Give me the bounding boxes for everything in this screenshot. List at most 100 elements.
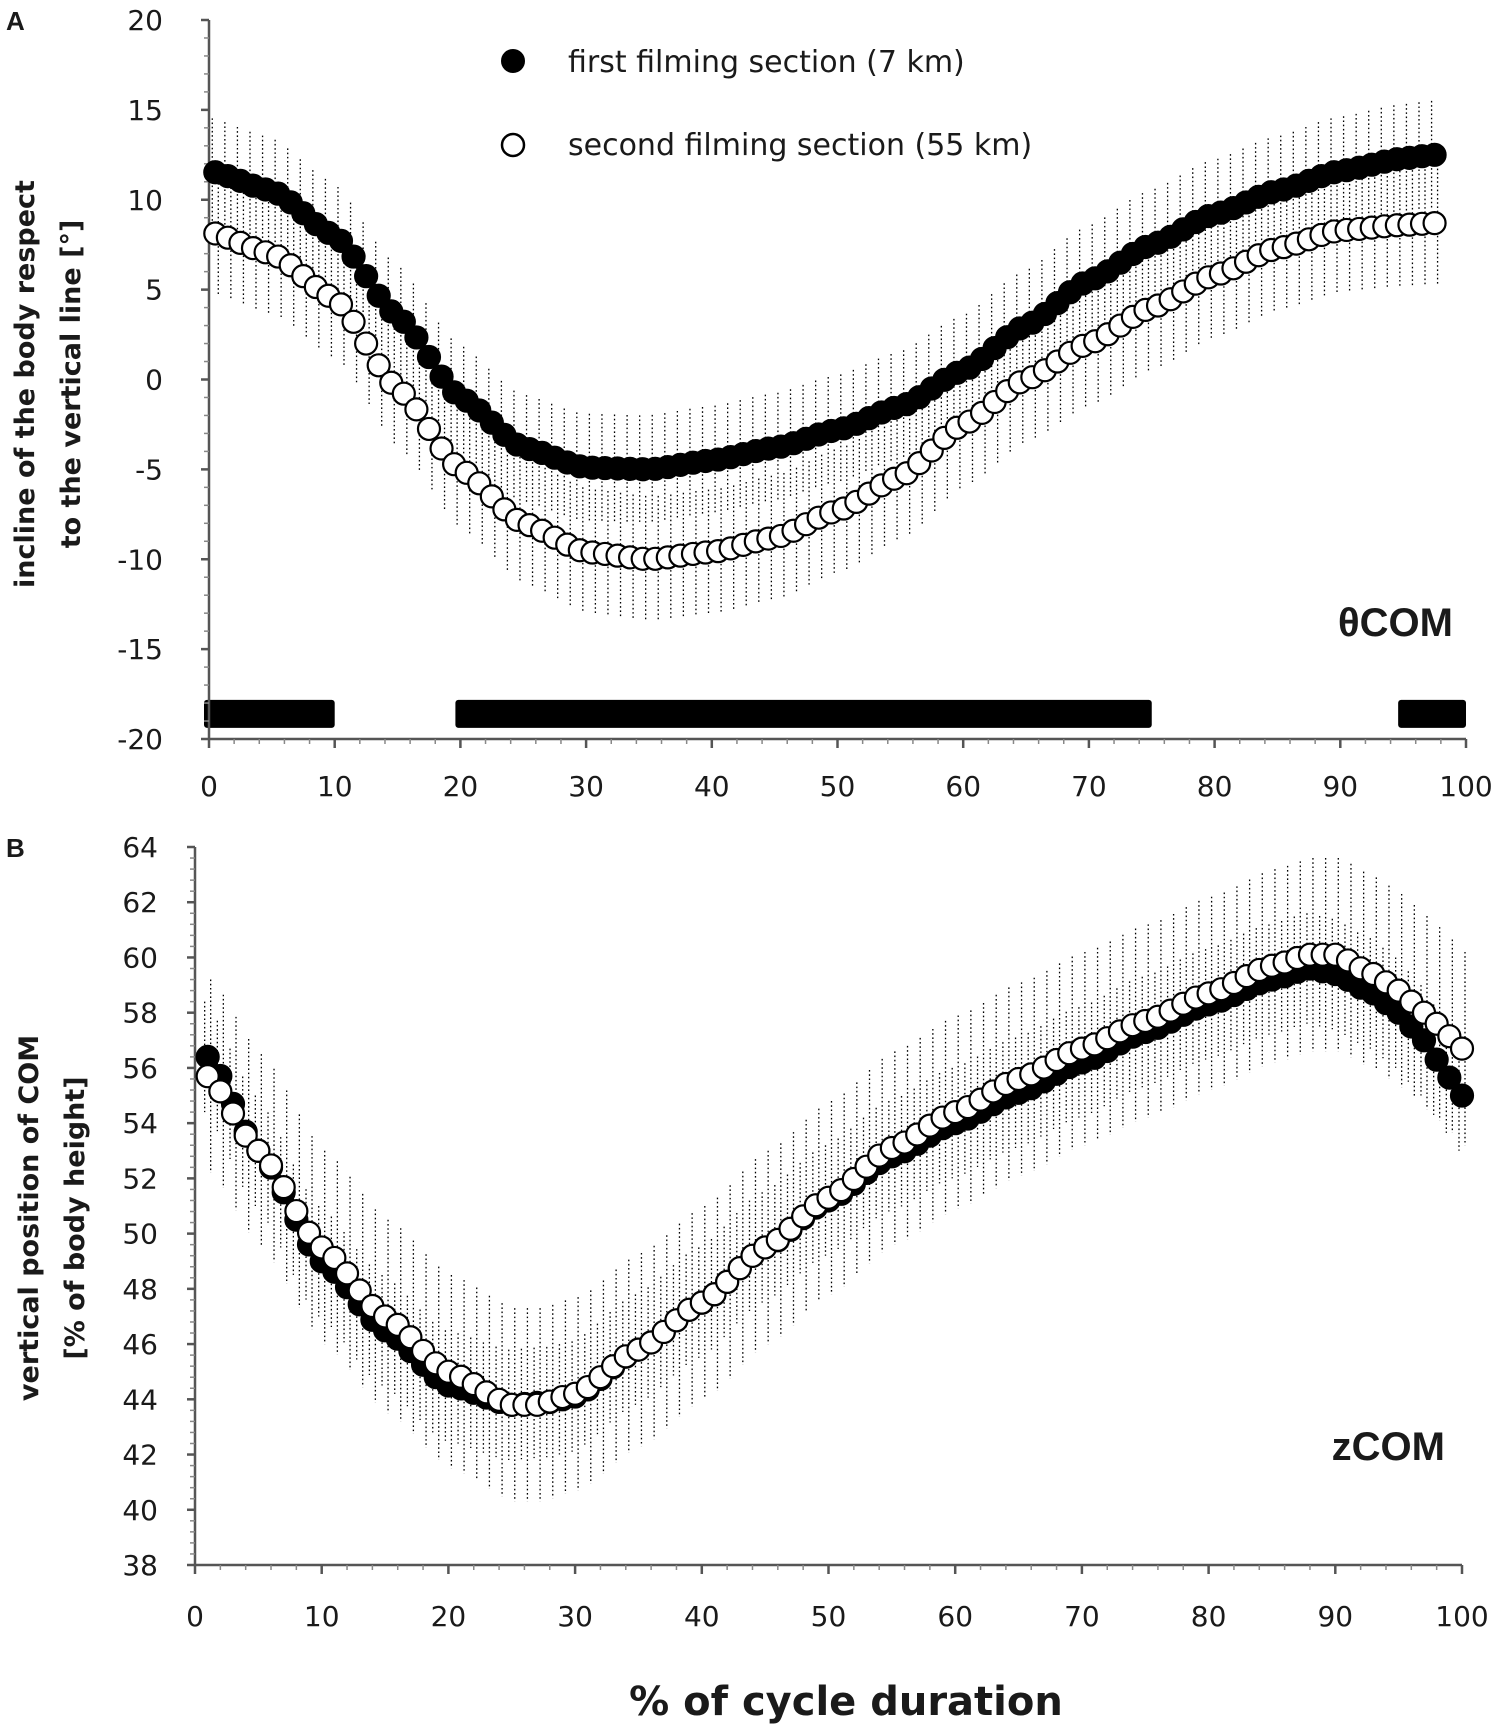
panel-a-series1-point [429,364,454,389]
panel-b-y-tick-label: 64 [122,831,158,864]
panel-a-error-bars [211,100,1439,622]
panel-b-x-tick-label: 50 [811,1600,847,1633]
panel-b-series2-point [334,1261,360,1286]
panel-b-series2-point [258,1153,284,1178]
panel-a-series2-point [416,416,442,442]
panel-b-y-tick-label: 60 [122,941,158,974]
panel-a-phase-bar [455,699,1152,728]
panel-a-y-tick-label: -5 [135,453,163,486]
panel-a-series2-point [354,331,379,356]
panel-b-series1-point [1424,1047,1449,1072]
legend-open-marker-icon [500,132,526,158]
panel-b-y-tick-label: 52 [122,1162,158,1195]
panel-a-x-tick-label: 40 [694,770,730,803]
panel-a-axes: -20 -15 -10 -5 0 5 10 15 20 0 10 20 30 40 50 60 70 80 90 10… [117,4,1492,803]
panel-b-y-tick-label: 48 [122,1273,158,1306]
panel-b-x-tick-label: 80 [1191,1600,1227,1633]
x-axis-title: % of cycle duration [629,1679,1063,1725]
panel-a-series2-point [341,309,366,334]
panel-b-x-tick-label: 10 [304,1600,340,1633]
panel-a-y-tick-label: -20 [117,723,163,756]
panel-a-phase-bar [1398,699,1466,728]
panel-a-ylabel-line2: to the vertical line [°] [56,220,87,549]
panel-b-y-tick-label: 40 [122,1494,158,1527]
panel-b-series2-point [220,1101,246,1126]
panel-a-y-tick-label: 5 [145,274,163,307]
panel-a-x-tick-label: 70 [1071,770,1107,803]
panel-a-y-tick-label: -15 [117,633,163,666]
panel-b-series1-point [1411,1028,1437,1053]
panel-b-x-tick-label: 90 [1317,1600,1353,1633]
panel-a-annotation: θCOM [1338,601,1453,645]
panel-a-x-tick-label: 100 [1439,770,1492,803]
panel-a-letter: A [6,6,25,36]
panel-b-y-tick-label: 62 [122,886,158,919]
panel-b-series2-point [208,1079,233,1104]
panel-a-series2-point [391,381,416,406]
panel-a-series2-point [1422,211,1447,236]
panel-b-x-tick-label: 100 [1435,1600,1488,1633]
panel-a-series2-point [328,292,354,317]
panel-b-annotation: zCOM [1332,1425,1445,1469]
panel-b-x-tick-label: 60 [937,1600,973,1633]
panel-a-series2-point [429,436,454,461]
panel-b-y-tick-label: 42 [122,1439,158,1472]
panel-a-x-tick-label: 30 [568,770,604,803]
panel-b-x-tick-label: 40 [684,1600,720,1633]
panel-a-y-tick-label: -10 [117,543,163,576]
panel-b-series2-point [347,1278,372,1303]
panel-a-series2-point [404,397,429,422]
panel-b-y-tick-label: 46 [122,1328,158,1361]
panel-b-series2-point [284,1198,309,1224]
panel-a-y-tick-label: 10 [127,184,163,217]
panel-a-x-tick-label: 60 [945,770,981,803]
panel-a-y-tick-label: 15 [127,94,163,127]
panel-a-phase-bar [204,699,335,728]
panel-a-x-tick-label: 20 [443,770,479,803]
panel-a-phase-bars [204,699,1466,728]
panel-b-x-tick-label: 70 [1064,1600,1100,1633]
panel-a-series2-point [366,353,391,378]
panel-a-series1-point [341,244,366,269]
panel-b-axes: 38 40 42 44 46 48 50 52 54 56 58 60 62 64 0 10 20 30 40 50 6… [122,831,1488,1633]
panel-b-y-tick-label: 54 [122,1107,158,1140]
panel-b-series2-point [271,1175,296,1200]
legend-series1-label: first filming section (7 km) [568,45,965,80]
panel-a-x-tick-label: 90 [1322,770,1358,803]
panel-a-series1-point [354,264,379,289]
panel-b-x-tick-label: 30 [557,1600,593,1633]
panel-b-series2-point [1449,1036,1475,1061]
panel-b-series1-point [1449,1083,1475,1108]
panel-b: B 38 40 42 44 46 48 50 52 54 56 58 60 62 64 0 10 20 30 40 5… [6,831,1489,1633]
panel-a-y-tick-label: 0 [145,364,163,397]
panel-a-series1-point [416,344,442,370]
panel-b-y-tick-label: 50 [122,1218,158,1251]
panel-a-series1-point [328,228,354,253]
panel-b-ylabel-line2: [% of body height] [60,1076,91,1359]
panel-a-ylabel-line1: incline of the body respect [10,180,41,588]
panel-b-points [195,942,1475,1417]
panel-b-ylabel-line1: vertical position of COM [14,1035,45,1401]
panel-a: A -20 -15 -10 -5 0 5 10 15 20 0 10 20 30 40 50 60 70 80 90… [6,4,1493,803]
panel-b-y-tick-label: 38 [122,1549,158,1582]
panel-a-x-tick-label: 80 [1197,770,1233,803]
panel-b-series1-point [1437,1065,1462,1090]
panel-a-series1-point [404,325,429,350]
panel-b-y-tick-label: 56 [122,1052,158,1085]
legend: first filming section (7 km) second film… [500,45,1032,163]
panel-b-y-tick-label: 58 [122,997,158,1030]
panel-a-series1-point [1422,142,1447,167]
panel-a-x-tick-label: 10 [317,770,353,803]
panel-b-y-tick-label: 44 [122,1383,158,1416]
panel-a-x-tick-label: 50 [820,770,856,803]
panel-a-y-tick-label: 20 [127,4,163,37]
panel-a-points [203,142,1447,571]
panel-b-x-tick-label: 0 [186,1600,204,1633]
panel-b-letter: B [6,833,25,863]
panel-b-series2-point [322,1245,347,1271]
panel-b-x-tick-label: 20 [431,1600,467,1633]
panel-a-x-tick-label: 0 [200,770,218,803]
legend-filled-marker-icon [501,49,525,73]
panel-a-series1-point [366,283,391,308]
